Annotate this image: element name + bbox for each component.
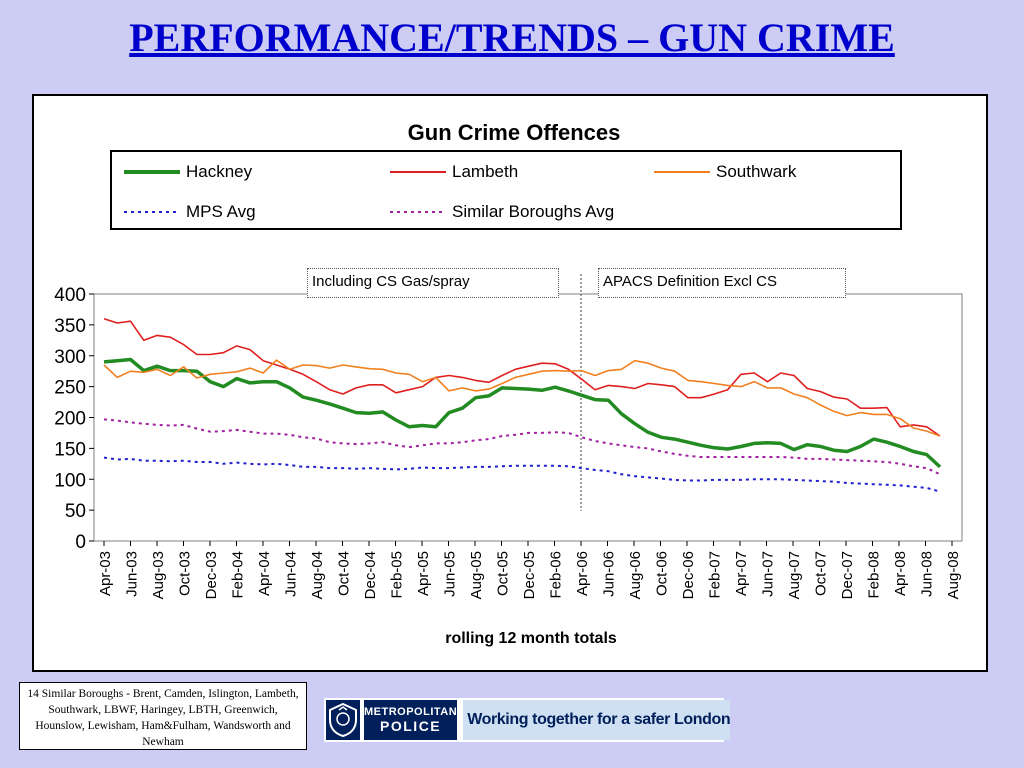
y-tick-label: 100 [54,470,86,491]
police-tagline: Working together for a safer London [463,700,731,740]
y-tick-label: 0 [75,532,86,553]
x-tick-label: Apr-04 [256,551,273,596]
police-wordmark-line1: METROPOLITAN [364,706,458,718]
x-tick-label: Feb-04 [230,551,247,599]
x-tick-label: Jun-07 [760,551,777,597]
series-line-similar-boroughs-avg [103,418,941,476]
plot-area [93,293,963,542]
series-line-lambeth [103,317,941,437]
legend-label-hackney: Hackney [186,162,253,181]
x-tick-label: Oct-05 [495,551,512,596]
x-tick-label: Aug-03 [150,551,167,599]
chart-frame: Gun Crime Offences rolling 12 month tota… [32,94,988,672]
y-tick-label: 400 [54,285,86,306]
x-tick-label: Dec-04 [362,551,379,599]
x-tick-label: Dec-05 [521,551,538,599]
y-tick-label: 250 [54,378,86,399]
police-wordmark-line2: POLICE [380,718,442,734]
x-tick-label: Oct-03 [177,551,194,596]
x-tick-label: Aug-08 [945,551,962,599]
x-tick-label: Jun-05 [442,551,459,597]
x-tick-label: Jun-06 [601,551,618,597]
x-tick-label: Aug-05 [468,551,485,599]
similar-boroughs-footnote: 14 Similar Boroughs - Brent, Camden, Isl… [19,682,307,750]
x-tick-label: Apr-08 [892,551,909,596]
series-line-southwark [103,359,941,437]
x-tick-label: Feb-05 [389,551,406,599]
police-crest-icon [326,700,360,740]
x-tick-label: Jun-04 [283,551,300,597]
legend-swatch-hackney [124,170,180,174]
x-tick-label: Dec-06 [680,551,697,599]
x-tick-label: Feb-07 [707,551,724,599]
legend-item-hackney: Hackney [122,162,252,182]
x-tick-label: Feb-06 [548,551,565,599]
x-tick-label: Dec-03 [203,551,220,599]
series-line-mps-avg [103,456,941,493]
x-tick-label: Aug-07 [786,551,803,599]
series-line-hackney [103,357,942,469]
legend-label-southwark: Southwark [716,162,797,181]
legend-label-similar-boroughs: Similar Boroughs Avg [452,202,615,221]
legend-item-lambeth: Lambeth [388,162,518,182]
x-tick-label: Aug-06 [627,551,644,599]
x-tick-label: Apr-07 [733,551,750,596]
y-tick-label: 350 [54,316,86,337]
x-axis-label: rolling 12 month totals [445,630,617,647]
police-wordmark: METROPOLITAN POLICE [364,700,458,740]
legend-item-mps-avg: MPS Avg [122,202,256,222]
legend-label-lambeth: Lambeth [452,162,519,181]
annotation-including-cs: Including CS Gas/spray [307,268,559,298]
legend-swatch-similar-boroughs [390,211,446,213]
x-tick-label: Jun-03 [124,551,141,597]
slide-title: PERFORMANCE/TRENDS – GUN CRIME [129,15,895,60]
met-police-logo: METROPOLITAN POLICE Working together for… [324,698,731,742]
x-tick-label: Oct-04 [336,551,353,596]
annotation-apacs-definition: APACS Definition Excl CS [598,268,846,298]
legend-swatch-mps-avg [124,211,180,213]
chart-title: Gun Crime Offences [408,120,621,145]
legend-item-similar-boroughs: Similar Boroughs Avg [388,202,614,222]
y-tick-label: 300 [54,347,86,368]
x-tick-label: Feb-08 [866,551,883,599]
y-tick-label: 200 [54,409,86,430]
gun-crime-chart: Gun Crime Offences rolling 12 month tota… [54,120,963,647]
x-tick-label: Oct-06 [654,551,671,596]
x-tick-label: Apr-05 [415,551,432,596]
y-tick-label: 50 [65,501,86,522]
y-tick-label: 150 [54,439,86,460]
x-tick-label: Apr-06 [574,551,591,596]
legend-swatch-lambeth [390,171,446,173]
x-tick-label: Aug-04 [309,551,326,599]
x-tick-label: Oct-07 [813,551,830,596]
legend-label-mps-avg: MPS Avg [186,202,256,221]
x-tick-label: Jun-08 [919,551,936,597]
legend-item-southwark: Southwark [652,162,796,182]
chart-legend: Hackney Lambeth Southwark MPS Avg Simila… [110,150,902,230]
x-tick-label: Dec-07 [839,551,856,599]
legend-swatch-southwark [654,171,710,173]
x-tick-label: Apr-03 [97,551,114,596]
